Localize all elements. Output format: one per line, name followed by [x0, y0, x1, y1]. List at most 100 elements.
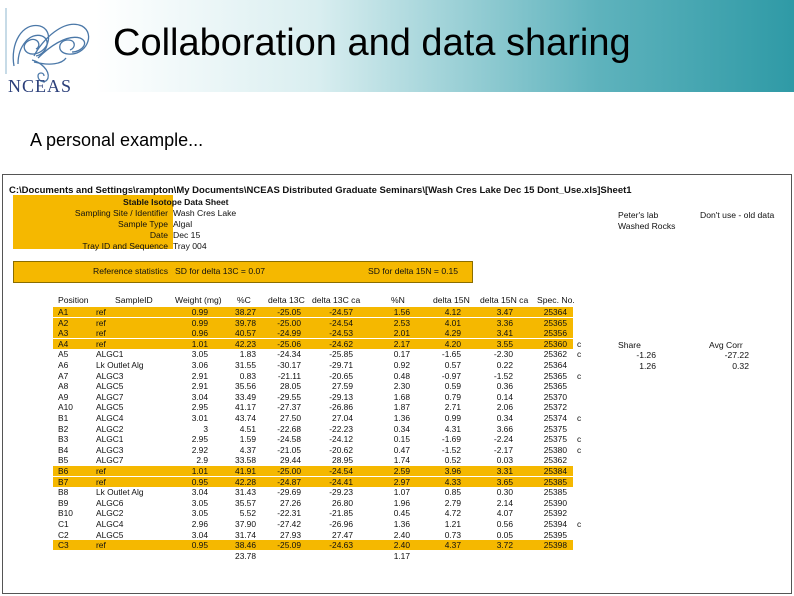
cell-d13: -22.68 [277, 423, 301, 434]
cell-pos: A10 [58, 402, 73, 413]
table-row: A10 ALGC5 2.95 41.17 -27.37 -26.86 1.87 2.71 2.0… [3, 402, 791, 412]
cell-spec: 25372 [543, 402, 567, 413]
cell-spec: 25390 [543, 497, 567, 508]
cell-w: 3.01 [191, 413, 208, 423]
cell-pos: B8 [58, 487, 69, 498]
cell-d13c: -24.54 [329, 317, 353, 328]
cell-d13c: -29.13 [329, 391, 353, 402]
ref-c: SD for delta 13C = 0.07 [175, 266, 266, 276]
cell-spec: 25365 [543, 370, 567, 381]
cell-id: ALGC3 [96, 370, 124, 381]
cell-id: ALGC4 [96, 519, 124, 529]
cell-d13: -22.31 [277, 508, 301, 519]
cell-d15c: 0.56 [496, 519, 513, 529]
meta-highlight [13, 195, 173, 249]
cell-spec: 25362 [543, 455, 567, 466]
cell-d13c: -22.23 [329, 423, 353, 434]
cell-d13c: -29.23 [329, 487, 353, 498]
cell-d15c: 3.47 [496, 307, 513, 317]
cell-d13c: -24.57 [329, 307, 353, 317]
meta-value: Algal [173, 219, 193, 229]
note: Peter's lab [618, 210, 659, 220]
meta-label: Sample Type [117, 219, 168, 229]
cell-w: 3.04 [191, 529, 208, 540]
cell-pc: 31.55 [235, 360, 256, 370]
cell-d15: 4.31 [444, 423, 461, 434]
cell-pn: 2.01 [393, 328, 410, 339]
cell-w: 0.99 [191, 307, 208, 317]
cell-id: ALGC4 [96, 413, 124, 423]
cell-pos: C2 [58, 529, 69, 540]
cell-w: 1.01 [191, 338, 208, 349]
side-header-b: Avg Corr [709, 340, 743, 350]
cell-pos: A3 [58, 328, 69, 339]
cell-pn: 2.30 [393, 381, 410, 392]
cell-d13: 27.26 [280, 497, 301, 508]
table-row: C3 ref 0.95 38.46 -25.09 -24.63 2.40 4.37 3.72 25… [3, 540, 791, 551]
cell-pos: B4 [58, 444, 69, 455]
cell-d13c: 28.95 [332, 455, 353, 466]
cell-spec: 25364 [543, 307, 567, 317]
cell-d13: 27.93 [280, 529, 301, 540]
cell-d13: -30.17 [277, 360, 301, 370]
cell-d15: 0.79 [444, 391, 461, 402]
total-pn: 1.17 [393, 550, 410, 561]
cell-pos: A9 [58, 391, 69, 402]
cell-d15: 0.59 [444, 381, 461, 392]
cell-w: 2.9 [196, 455, 208, 466]
cell-pos: A6 [58, 360, 69, 370]
col-header: delta 13C [268, 295, 305, 305]
table-row: B5 ALGC7 2.9 33.58 29.44 28.95 1.74 0.52 0.03 253… [3, 455, 791, 465]
cell-d13c: 27.59 [332, 381, 353, 392]
cell-d15c: -2.24 [493, 434, 513, 445]
cell-pn: 0.45 [393, 508, 410, 519]
cell-d13c: -21.85 [329, 508, 353, 519]
cell-pn: 1.87 [393, 402, 410, 413]
cell-pc: 42.28 [235, 476, 256, 487]
cell-d15: 4.33 [444, 476, 461, 487]
cell-pos: B3 [58, 434, 69, 445]
cell-d13c: 26.80 [332, 497, 353, 508]
cell-d15c: 0.36 [496, 381, 513, 392]
cell-pc: 5.52 [239, 508, 256, 519]
cell-spec: 25365 [543, 317, 567, 328]
cell-flag: c [577, 349, 582, 360]
cell-pc: 31.43 [235, 487, 256, 498]
cell-id: Lk Outlet Alg [96, 360, 144, 370]
cell-d15: 2.79 [444, 497, 461, 508]
cell-d15c: 3.72 [496, 540, 513, 551]
cell-d15c: 0.14 [496, 391, 513, 402]
cell-d15: 0.73 [444, 529, 461, 540]
cell-d13: -25.00 [277, 317, 301, 328]
cell-d15: 0.57 [444, 360, 461, 370]
cell-pn: 2.17 [393, 338, 410, 349]
cell-d13c: -24.63 [329, 540, 353, 551]
cell-pn: 1.07 [393, 487, 410, 498]
cell-spec: 25392 [543, 508, 567, 519]
cell-d15c: -2.30 [493, 349, 513, 360]
cell-d15: -0.97 [441, 370, 461, 381]
cell-id: ALGC2 [96, 423, 124, 434]
slide-subtitle: A personal example... [30, 130, 204, 150]
cell-w: 3.05 [191, 497, 208, 508]
cell-d15c: -2.17 [493, 444, 513, 455]
cell-spec: 25360 [543, 338, 567, 349]
table-row: B1 ALGC4 3.01 43.74 27.50 27.04 1.36 0.99 0.34 25… [3, 413, 791, 423]
cell-d15: 0.52 [444, 455, 461, 466]
cell-spec: 25374 [543, 413, 567, 423]
cell-pc: 0.83 [239, 370, 256, 381]
cell-pc: 38.27 [235, 307, 256, 317]
cell-id: ALGC5 [96, 402, 124, 413]
cell-w: 3.04 [191, 487, 208, 498]
cell-pn: 0.48 [393, 370, 410, 381]
cell-pos: B10 [58, 508, 73, 519]
cell-d13: -25.00 [277, 466, 301, 476]
cell-pc: 1.59 [239, 434, 256, 445]
total-pc: 23.78 [235, 550, 256, 561]
cell-d13: -27.37 [277, 402, 301, 413]
cell-pc: 33.58 [235, 455, 256, 466]
cell-d13: -24.87 [277, 476, 301, 487]
cell-d13: -29.55 [277, 391, 301, 402]
cell-d15: 4.12 [444, 307, 461, 317]
cell-d15: 4.29 [444, 328, 461, 339]
